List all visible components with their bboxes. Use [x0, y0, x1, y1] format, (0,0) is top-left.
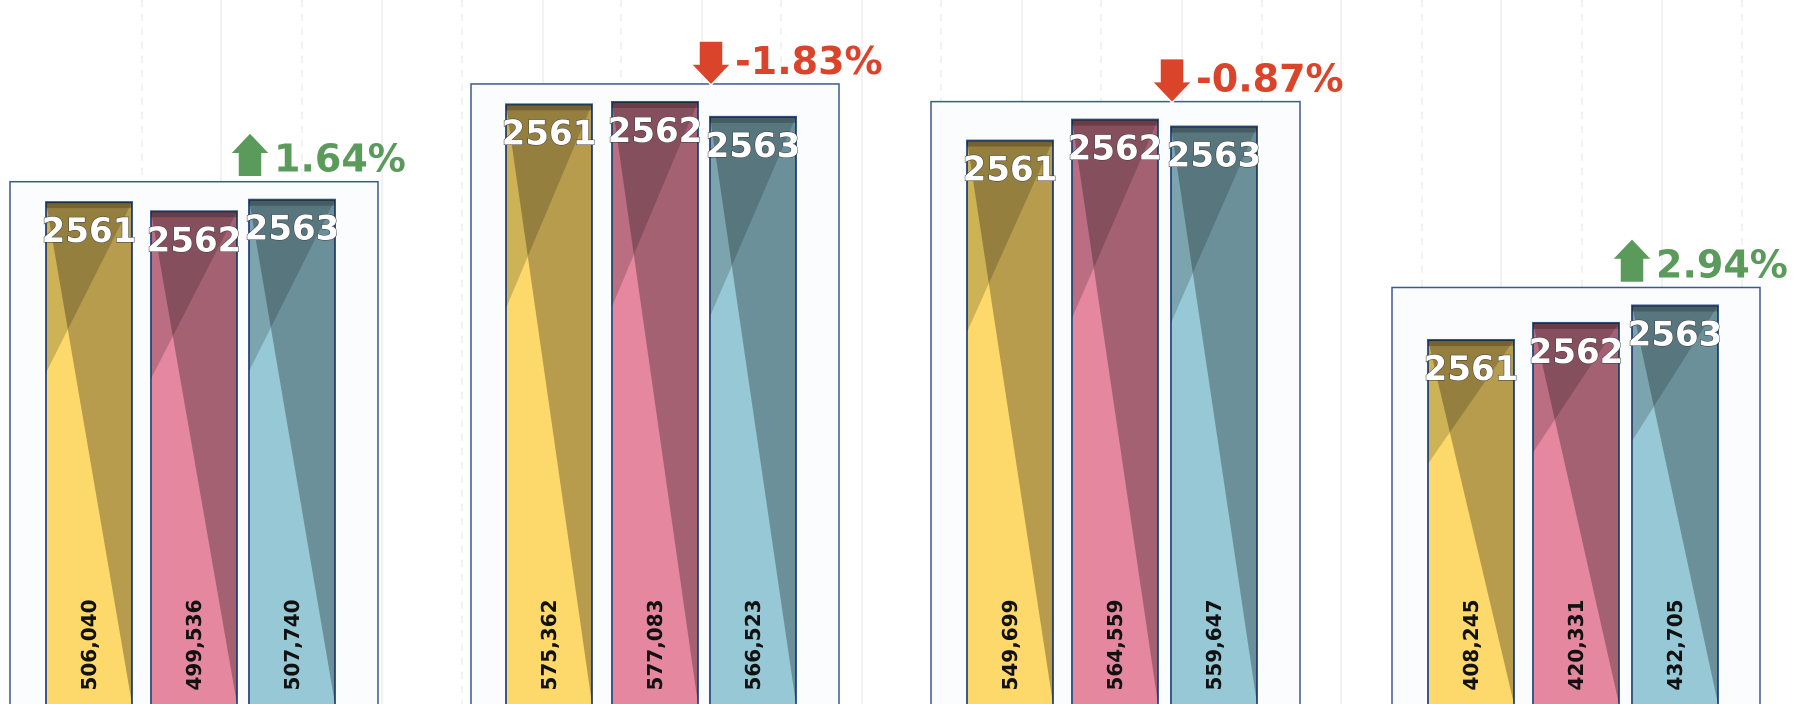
series-label: 2562: [1529, 332, 1624, 372]
value-label: 499,536: [182, 599, 206, 690]
change-indicator: -1.83%: [689, 39, 883, 87]
arrow-up-icon: [228, 131, 272, 178]
value-label: 577,083: [643, 599, 667, 690]
value-label: 564,559: [1103, 599, 1127, 690]
change-percent: 2.94%: [1656, 242, 1788, 286]
series-label: 2562: [1068, 129, 1163, 169]
bar-group: 2561 575,362 2562 577,083 2563 566,523: [470, 83, 840, 704]
series-label: 2562: [147, 220, 242, 260]
change-percent: -0.87%: [1196, 57, 1344, 101]
series-label: 2563: [245, 209, 340, 249]
arrow-up-icon: [1610, 237, 1654, 284]
value-label: 432,705: [1663, 599, 1687, 690]
bar: 2561 506,040: [41, 201, 137, 704]
series-label: 2561: [1424, 349, 1519, 389]
bar: 2562 564,559: [1067, 118, 1163, 704]
bar-groups: 2561 506,040 2562 499,536 2563 507,740 2561 575…: [9, 83, 1761, 704]
bar-group: 2561 506,040 2562 499,536 2563 507,740: [9, 180, 379, 704]
value-label: 559,647: [1202, 599, 1226, 690]
series-label: 2561: [963, 150, 1058, 190]
arrow-down-icon: [1150, 57, 1194, 104]
change-indicator: 2.94%: [1610, 237, 1788, 286]
change-percent: -1.83%: [735, 39, 883, 83]
value-label: 506,040: [77, 599, 101, 690]
bar: 2562 499,536: [146, 210, 242, 704]
bar-group: 2561 549,699 2562 564,559 2563 559,647: [930, 100, 1301, 704]
arrow-down-icon: [689, 40, 733, 87]
change-labels: 1.64% -1.83% -0.87% 2.94%: [228, 39, 1788, 286]
bar: 2563 432,705: [1627, 304, 1723, 704]
bar: 2563 507,740: [244, 198, 340, 704]
bar: 2561 408,245: [1423, 338, 1519, 704]
value-label: 507,740: [280, 599, 304, 690]
bar: 2562 420,331: [1528, 321, 1624, 704]
value-label: 549,699: [998, 599, 1022, 690]
series-label: 2562: [608, 111, 703, 151]
value-label: 408,245: [1459, 599, 1483, 690]
bar: 2563 559,647: [1166, 125, 1262, 704]
bar: 2563 566,523: [705, 115, 801, 704]
change-indicator: -0.87%: [1150, 57, 1344, 104]
bar: 2561 549,699: [962, 139, 1058, 704]
value-label: 566,523: [741, 599, 765, 690]
value-label: 420,331: [1564, 599, 1588, 690]
bar: 2562 577,083: [607, 100, 703, 704]
bar: 2561 575,362: [501, 103, 597, 704]
series-label: 2561: [502, 113, 597, 153]
series-label: 2561: [42, 211, 137, 251]
series-label: 2563: [706, 126, 801, 166]
series-label: 2563: [1628, 314, 1723, 354]
bar-group: 2561 408,245 2562 420,331 2563 432,705: [1391, 286, 1761, 704]
change-indicator: 1.64%: [228, 131, 406, 181]
series-label: 2563: [1167, 136, 1262, 176]
value-label: 575,362: [537, 599, 561, 690]
change-percent: 1.64%: [274, 137, 406, 181]
